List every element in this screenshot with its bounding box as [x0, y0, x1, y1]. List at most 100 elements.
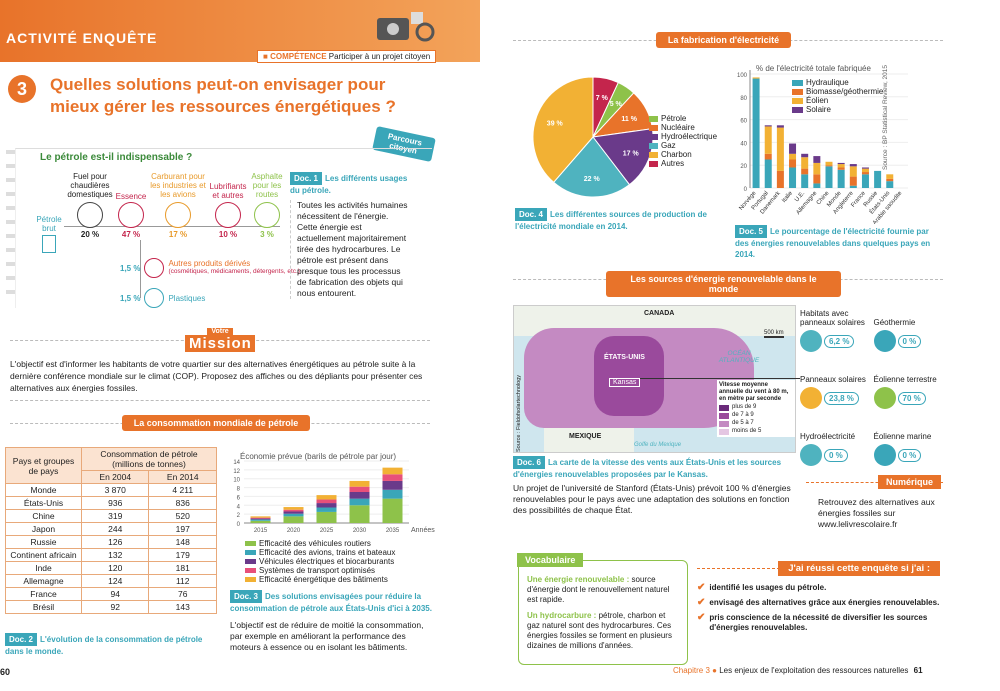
bar-segment	[349, 505, 370, 523]
pills-icon	[144, 258, 165, 278]
table-row: Continent africain 132 179	[5, 548, 217, 562]
legend-item: Autres	[649, 159, 717, 168]
table-cell-value: 94	[80, 587, 150, 601]
legend-item: Systèmes de transport optimisés	[245, 566, 435, 575]
legend-item: Hydroélectrique	[649, 132, 717, 141]
flow-col-2: Essence 47 %	[114, 172, 148, 239]
footer-text: Les enjeux de l'exploitation des ressour…	[719, 666, 909, 675]
map-scale: 500 km	[764, 330, 784, 338]
table-row: Russie 126 148	[5, 535, 217, 549]
doc2-caption: Doc. 2 L'évolution de la consommation de …	[5, 633, 203, 656]
table-cell-value: 120	[80, 561, 150, 575]
bar-segment	[825, 161, 833, 166]
bar-segment	[849, 176, 857, 186]
bar-segment	[349, 486, 370, 492]
doc1-caption: Doc. 1 Les différents usages du pétrole.	[290, 172, 408, 195]
bar-segment	[382, 498, 403, 523]
table-cell-value: 143	[148, 600, 217, 614]
bar-segment	[316, 499, 337, 504]
x-tick-label: 2030	[353, 528, 367, 534]
bar-segment	[349, 498, 370, 506]
numerique-text[interactable]: Retrouvez des alternatives aux énergies …	[818, 497, 935, 529]
vocab-entry-1: Une énergie renouvelable : source d'éner…	[527, 575, 670, 604]
energy-pct: 0 %	[897, 334, 922, 348]
bar-segment	[801, 174, 809, 188]
competence-tag: ■ COMPÉTENCE Participer à un projet cito…	[257, 50, 437, 63]
bar-segment	[776, 125, 784, 128]
table-header-conso: Consommation de pétrole (millions de ton…	[81, 447, 217, 471]
numerique-box: Numérique Retrouvez des alternatives aux…	[806, 475, 943, 530]
plastic-label: Plastiques	[168, 293, 206, 303]
plastic-pct: 1,5 %	[120, 293, 141, 303]
y-tick-label: 80	[740, 96, 747, 102]
doc5-caption: Doc. 5 Le pourcentage de l'électricité fo…	[735, 225, 931, 259]
energy-pct: 23,8 %	[824, 391, 859, 405]
pie-slice	[592, 128, 654, 186]
table-cell-value: 132	[80, 548, 150, 562]
offshore-wind-icon	[873, 444, 896, 466]
reussi-title: J'ai réussi cette enquête si j'ai :	[778, 561, 940, 576]
energy-pct: 6,2 %	[824, 334, 855, 348]
flow-col-pct: 3 %	[260, 230, 274, 239]
legend-item: Gaz	[649, 141, 717, 150]
flow-col-5: Asphalte pour les routes 3 %	[248, 172, 286, 239]
bar-segment	[837, 162, 845, 165]
flow-col-4: Lubrifiants et autres 10 %	[208, 172, 248, 239]
renew-legend: Hydraulique Biomasse/géothermie Éolien Sola…	[792, 78, 883, 114]
table-row: Allemagne 124 112	[5, 574, 217, 588]
bar-segment	[764, 153, 772, 160]
header-illustration	[375, 8, 435, 44]
y-tick-label: 4	[237, 504, 241, 510]
y-tick-label: 0	[744, 187, 748, 193]
energy-pct: 0 %	[897, 448, 922, 462]
table-row: Japon 244 197	[5, 522, 217, 536]
bar-segment	[789, 167, 797, 188]
bar-segment	[283, 509, 304, 512]
oil-derrick-icon	[42, 235, 56, 253]
checkmark-icon: ✔	[697, 582, 706, 593]
bar-segment	[283, 516, 304, 523]
bar-segment	[250, 519, 271, 521]
checkmark-icon: ✔	[697, 597, 706, 608]
table-cell-value: 112	[148, 574, 217, 588]
doc3-text: L'objectif est de réduire de moitié la c…	[230, 620, 424, 652]
pie-slice	[552, 136, 631, 198]
table-cell-country: France	[5, 587, 82, 601]
legend-item: Éolien	[792, 96, 883, 105]
derived-label: Autres produits dérivés	[168, 259, 251, 268]
map-legend-item: de 7 à 9	[719, 412, 793, 419]
flow-col-pct: 47 %	[121, 230, 141, 239]
oil-can-icon	[215, 202, 241, 228]
table-cell-value: 520	[148, 509, 217, 523]
bar-segment	[764, 159, 772, 188]
bar-segment	[886, 178, 894, 182]
legend-item: Hydraulique	[792, 78, 883, 87]
bar-segment	[764, 125, 772, 127]
x-tick-label: 2035	[386, 528, 400, 534]
legend-item: Efficacité des véhicules routiers	[245, 539, 435, 548]
wind-map: CANADA ÉTATS-UNIS Kansas MEXIQUE OCÉAN A…	[513, 305, 796, 453]
table-cell-value: 3 870	[80, 483, 150, 497]
legend-item: Efficacité énergétique des bâtiments	[245, 575, 435, 584]
flow-col-pct: 20 %	[80, 230, 100, 239]
map-legend-item: plus de 9	[719, 404, 793, 411]
page-number-right: 61	[913, 666, 923, 675]
x-tick-label: Italie	[781, 190, 794, 204]
table-cell-value: 179	[148, 548, 217, 562]
table-cell-country: Russie	[5, 535, 82, 549]
savings-legend: Efficacité des véhicules routiers Efficac…	[245, 539, 435, 584]
doc1-text: Toutes les activités humaines nécessiten…	[290, 200, 410, 299]
x-axis-label: Années	[411, 527, 435, 534]
bar-segment	[382, 467, 403, 475]
conso-table: Pays et groupes de pays Consommation de …	[5, 447, 217, 614]
table-cell-value: 319	[80, 509, 150, 523]
pie-slice-label: 39 %	[547, 121, 564, 128]
label-kansas: Kansas	[609, 378, 641, 387]
energy-card: Panneaux solaires 23,8 %	[800, 364, 872, 409]
bar-segment	[849, 185, 857, 188]
vocab-entry-2: Un hydrocarbure : pétrole, charbon et ga…	[527, 611, 672, 650]
check-item: ✔ identifié les usages du pétrole.	[697, 582, 827, 593]
checkmark-icon: ✔	[697, 612, 706, 623]
map-legend-item: moins de 5	[719, 428, 793, 435]
